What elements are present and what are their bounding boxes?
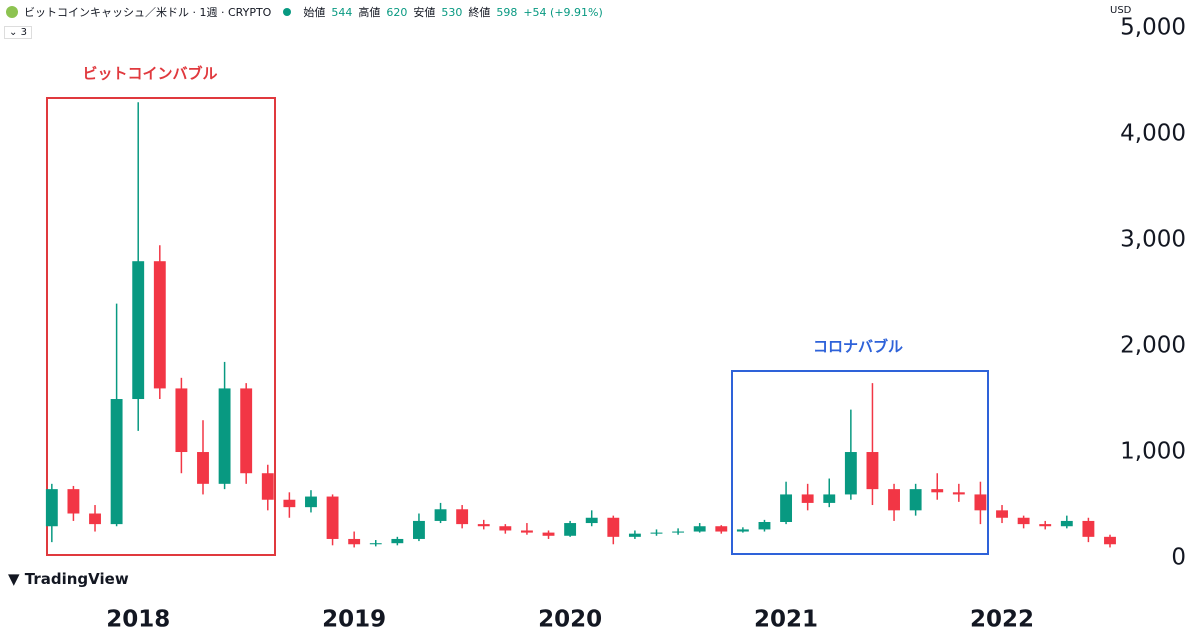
candle-body — [110, 399, 123, 525]
candle-body — [715, 526, 728, 532]
x-tick-label: 2020 — [538, 607, 602, 633]
candle-body — [218, 388, 231, 484]
candle-body — [413, 520, 425, 539]
brand-logo[interactable]: ▼ TradingView — [8, 570, 129, 588]
candle-body — [672, 531, 685, 533]
candle-body — [952, 492, 965, 495]
y-tick-label: 2,000 — [1120, 333, 1186, 359]
x-tick-label: 2022 — [970, 607, 1034, 633]
ohlc-label: 終値 — [468, 6, 491, 19]
candle-body — [564, 523, 577, 536]
ohlc-label: 安値 — [413, 6, 436, 19]
annotation-label: ビットコインバブル — [82, 65, 217, 83]
candle-body — [520, 530, 533, 533]
candle-body — [780, 494, 793, 522]
y-tick-label: 1,000 — [1120, 439, 1186, 465]
candle-body — [888, 489, 900, 511]
x-tick-label: 2021 — [754, 607, 818, 633]
ohlc-value: 620 — [386, 5, 408, 19]
candle-body — [434, 509, 447, 521]
candle-body — [909, 489, 922, 511]
brand-name: TradingView — [24, 570, 129, 588]
candle-body — [1060, 520, 1073, 527]
candle-body — [823, 494, 836, 503]
candle-body — [1017, 517, 1030, 525]
candle-body — [240, 388, 253, 474]
header: ビットコインキャッシュ／米ドル · 1週 · CRYPTO 始値 544 高値 62… — [6, 4, 603, 20]
ohlc-value: 544 — [331, 5, 353, 19]
candle-body — [132, 261, 145, 400]
x-tick-label: 2019 — [322, 607, 386, 633]
candle-body — [67, 489, 80, 514]
annotation-box — [731, 370, 989, 555]
candle-body — [1039, 524, 1052, 527]
candle-body — [996, 510, 1008, 518]
candle-body — [477, 524, 490, 527]
candle-body — [758, 521, 771, 530]
candle-body — [866, 452, 879, 490]
candle-body — [45, 489, 58, 527]
candle-body — [499, 526, 512, 531]
candle-body — [153, 261, 166, 389]
candle-body — [326, 496, 339, 539]
candle-body — [607, 517, 620, 537]
candle-body — [1082, 520, 1095, 537]
candle-body — [305, 496, 317, 508]
candle-body — [197, 452, 209, 484]
y-tick-label: 5,000 — [1120, 14, 1186, 40]
annotation-label: コロナバブル — [813, 338, 903, 356]
candle-body — [801, 494, 814, 503]
candle-body — [931, 489, 944, 493]
candle-body — [283, 499, 296, 508]
change: +54 (+9.91%) — [523, 5, 603, 19]
candle-body — [261, 473, 274, 500]
y-tick-label: 3,000 — [1120, 227, 1186, 253]
ohlc-label: 高値 — [358, 6, 381, 19]
ohlc-value: 598 — [496, 5, 518, 19]
candle-body — [369, 543, 382, 545]
candle-body — [542, 532, 555, 536]
candle-body — [391, 538, 404, 544]
candle-body — [585, 517, 598, 524]
ohlc-label: 始値 — [303, 6, 326, 19]
y-tick-label: 4,000 — [1120, 120, 1186, 146]
candle-body — [175, 388, 188, 453]
status-dot — [283, 8, 292, 16]
y-tick-label: 0 — [1171, 545, 1186, 571]
indicator-count: 3 — [20, 27, 27, 38]
ohlc-value: 530 — [441, 5, 463, 19]
candle-body — [736, 529, 749, 532]
candle-body — [89, 513, 101, 525]
candle-body — [974, 494, 987, 511]
candle-body — [348, 538, 361, 545]
candle-body — [628, 533, 641, 537]
annotation-box — [46, 97, 276, 556]
candle-body — [844, 452, 857, 495]
indicator-toggle[interactable]: ⌄ 3 — [4, 26, 32, 39]
candle-body — [456, 509, 469, 525]
symbol-icon — [6, 6, 18, 18]
candle-body — [693, 526, 706, 532]
plot-area: 0 1,000 2,000 3,000 4,000 5,000 2018 2019 2020 20… — [45, 14, 1186, 633]
candle-body — [1104, 536, 1116, 545]
symbol-title[interactable]: ビットコインキャッシュ／米ドル · 1週 · CRYPTO — [24, 6, 272, 19]
x-tick-label: 2018 — [106, 607, 170, 633]
candle-body — [650, 532, 663, 534]
currency[interactable]: USD — [1110, 5, 1132, 16]
